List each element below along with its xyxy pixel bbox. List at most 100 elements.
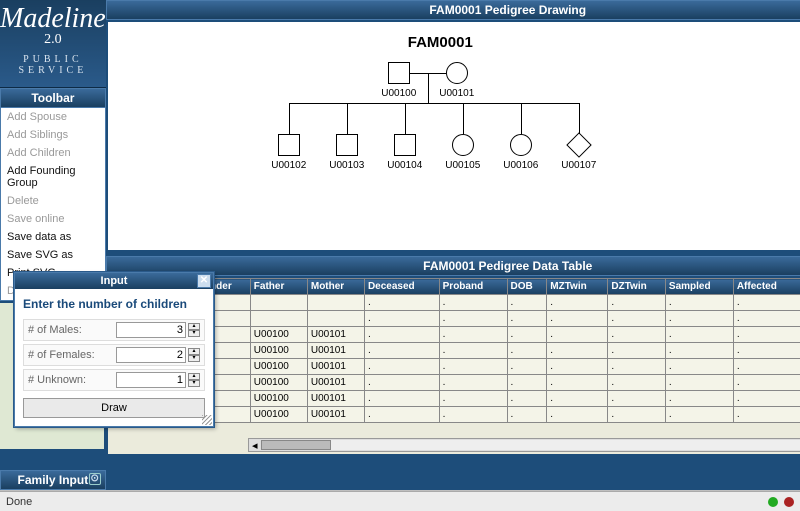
unknown-label: # Unknown: — [28, 374, 116, 386]
logo-name: Madeline — [0, 8, 106, 30]
column-header-father[interactable]: Father — [250, 279, 307, 295]
table-cell: U00100 — [250, 391, 307, 407]
pedigree-line — [428, 73, 429, 103]
table-cell: . — [439, 375, 507, 391]
table-cell: . — [364, 311, 439, 327]
toolbar-item-save-data-as[interactable]: Save data as — [1, 228, 105, 246]
males-label: # of Males: — [28, 324, 116, 336]
dialog-resize-handle[interactable] — [202, 415, 212, 425]
table-cell: . — [733, 311, 800, 327]
females-label: # of Females: — [28, 349, 116, 361]
column-header-deceased[interactable]: Deceased — [364, 279, 439, 295]
pedigree-line — [405, 103, 406, 134]
scroll-track[interactable] — [261, 440, 800, 450]
table-cell: . — [665, 391, 733, 407]
column-header-dob[interactable]: DOB — [507, 279, 547, 295]
column-header-affected[interactable]: Affected — [733, 279, 800, 295]
table-cell: . — [439, 391, 507, 407]
table-cell: U00101 — [307, 327, 364, 343]
column-header-sampled[interactable]: Sampled — [665, 279, 733, 295]
table-cell: . — [608, 343, 666, 359]
column-header-mztwin[interactable]: MZTwin — [547, 279, 608, 295]
table-cell: . — [733, 391, 800, 407]
column-header-dztwin[interactable]: DZTwin — [608, 279, 666, 295]
table-cell: . — [608, 295, 666, 311]
table-cell: . — [547, 343, 608, 359]
pedigree-node-u00107[interactable] — [566, 132, 591, 157]
table-cell: . — [439, 327, 507, 343]
pedigree-node-u00106[interactable] — [510, 134, 532, 156]
logo: Madeline 2.0 PUBLIC SERVICE — [0, 0, 106, 88]
table-cell: . — [364, 407, 439, 423]
table-cell: U00100 — [250, 327, 307, 343]
column-header-proband[interactable]: Proband — [439, 279, 507, 295]
table-cell: . — [608, 391, 666, 407]
draw-button[interactable]: Draw — [23, 398, 205, 418]
pedigree-label-u00100: U00100 — [378, 88, 420, 99]
pedigree-label-u00103: U00103 — [326, 160, 368, 171]
horizontal-scrollbar[interactable]: ◂ ▸ — [248, 438, 800, 452]
table-cell: . — [439, 343, 507, 359]
status-ok-icon — [768, 497, 778, 507]
table-cell: . — [439, 407, 507, 423]
pedigree-line — [579, 103, 580, 134]
drawing-title: FAM0001 Pedigree Drawing ⊙ ⊕ — [106, 0, 800, 20]
toolbar-item-add-founding-group[interactable]: Add Founding Group — [1, 162, 105, 192]
table-cell: . — [665, 327, 733, 343]
table-cell: . — [507, 295, 547, 311]
pedigree-node-u00100[interactable] — [388, 62, 410, 84]
status-alert-icon — [784, 497, 794, 507]
females-input[interactable] — [116, 347, 186, 363]
pedigree-line — [463, 103, 464, 134]
logo-subtitle: PUBLIC SERVICE — [0, 54, 106, 76]
table-cell: . — [608, 407, 666, 423]
pedigree-node-u00102[interactable] — [278, 134, 300, 156]
table-cell: . — [507, 343, 547, 359]
table-cell: . — [665, 343, 733, 359]
family-input-title: Family Input ⊙ — [0, 470, 106, 490]
pedigree-node-u00104[interactable] — [394, 134, 416, 156]
toolbar-item-add-children: Add Children — [1, 144, 105, 162]
table-cell: . — [665, 407, 733, 423]
status-text: Done — [6, 496, 32, 508]
drawing-title-text: FAM0001 Pedigree Drawing — [429, 3, 586, 17]
table-cell: . — [665, 311, 733, 327]
table-cell: . — [608, 359, 666, 375]
family-input-expand-icon[interactable]: ⊙ — [89, 473, 101, 485]
table-cell: . — [364, 343, 439, 359]
pedigree-line — [521, 103, 522, 134]
toolbar-title: Toolbar — [0, 88, 106, 108]
pedigree-node-u00103[interactable] — [336, 134, 358, 156]
scroll-left-icon[interactable]: ◂ — [249, 439, 261, 452]
column-header-mother[interactable]: Mother — [307, 279, 364, 295]
table-cell: U00101 — [307, 407, 364, 423]
scroll-thumb[interactable] — [261, 440, 331, 450]
pedigree-line — [289, 103, 579, 104]
males-input[interactable] — [116, 322, 186, 338]
table-cell: U00100 — [250, 343, 307, 359]
table-cell: . — [733, 407, 800, 423]
table-cell: . — [507, 375, 547, 391]
table-cell: . — [665, 295, 733, 311]
pedigree-node-u00101[interactable] — [446, 62, 468, 84]
table-cell: . — [733, 375, 800, 391]
unknown-spinner[interactable]: ▴▾ — [188, 373, 200, 387]
pedigree-label-u00101: U00101 — [436, 88, 478, 99]
table-cell: . — [733, 343, 800, 359]
females-spinner[interactable]: ▴▾ — [188, 348, 200, 362]
males-spinner[interactable]: ▴▾ — [188, 323, 200, 337]
dialog-close-icon[interactable]: ✕ — [197, 274, 211, 288]
table-cell: . — [364, 359, 439, 375]
dialog-title-text: Input — [101, 275, 128, 287]
table-cell — [307, 295, 364, 311]
unknown-input[interactable] — [116, 372, 186, 388]
toolbar-item-save-online: Save online — [1, 210, 105, 228]
toolbar-item-save-svg-as[interactable]: Save SVG as — [1, 246, 105, 264]
table-cell: . — [364, 327, 439, 343]
table-cell: . — [439, 295, 507, 311]
logo-version: 2.0 — [0, 32, 106, 48]
pedigree-node-u00105[interactable] — [452, 134, 474, 156]
table-cell: U00100 — [250, 407, 307, 423]
table-cell: . — [608, 311, 666, 327]
status-bar: Done — [0, 491, 800, 511]
